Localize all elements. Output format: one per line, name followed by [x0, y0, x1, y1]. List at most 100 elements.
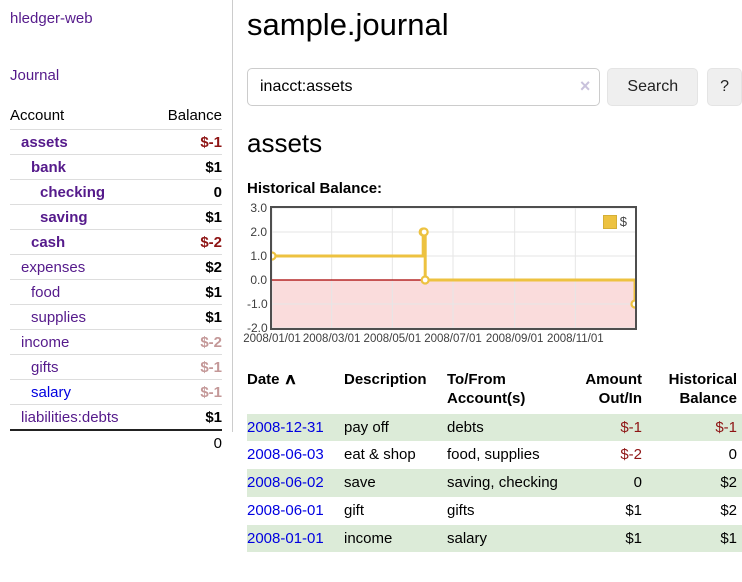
account-row: gifts $-1: [10, 354, 222, 380]
clear-search-icon[interactable]: ×: [579, 75, 591, 96]
account-row: food $1: [10, 279, 222, 305]
transaction-amount: $1: [625, 529, 642, 547]
transaction-date-link[interactable]: 2008-06-01: [247, 501, 324, 519]
transaction-accounts: gifts: [447, 501, 475, 519]
account-balance: $2: [205, 259, 222, 276]
column-header-date[interactable]: Date ∧: [247, 371, 297, 389]
account-balance: $1: [205, 159, 222, 176]
account-link-saving[interactable]: saving: [40, 209, 88, 226]
account-balance: $-2: [200, 334, 222, 351]
account-link-expenses[interactable]: expenses: [21, 259, 86, 276]
account-link-gifts[interactable]: gifts: [31, 359, 59, 376]
legend-swatch-icon: [602, 214, 617, 229]
accounts-total-row: 0: [10, 430, 222, 455]
account-row: bank $1: [10, 154, 222, 180]
account-link-salary[interactable]: salary: [31, 384, 72, 401]
chart-plot-area[interactable]: $: [270, 206, 637, 331]
account-link-cash[interactable]: cash: [31, 234, 66, 251]
y-axis-tick-label: 3.0: [250, 201, 267, 216]
column-header-tofrom: To/From Account(s): [447, 371, 526, 407]
x-axis-tick-label: 2008/07/01: [424, 333, 482, 346]
account-balance: $-1: [200, 384, 222, 401]
transaction-date-link[interactable]: 2008-06-02: [247, 474, 324, 492]
account-heading: assets: [247, 127, 323, 158]
accounts-table: Account Balance assets $-1 bank $1 check…: [10, 105, 222, 455]
account-link-liabilities-debts[interactable]: liabilities:debts: [21, 409, 119, 426]
account-row: salary $-1: [10, 379, 222, 405]
account-row: supplies $1: [10, 304, 222, 330]
x-axis-tick-label: 2008/09/01: [485, 333, 544, 346]
transaction-description: eat & shop: [344, 446, 416, 464]
transaction-accounts: saving, checking: [447, 474, 558, 492]
column-header-balance: Historical Balance: [668, 371, 737, 407]
account-row: checking 0: [10, 179, 222, 205]
transaction-amount: $1: [625, 501, 642, 519]
sidebar-divider: [232, 0, 233, 432]
column-header-amount: Amount Out/In: [585, 371, 642, 407]
sort-ascending-icon: ∧: [283, 371, 297, 389]
transaction-description: income: [344, 529, 393, 547]
transaction-row: 2008-06-03 eat & shop food, supplies $-2…: [247, 441, 742, 469]
x-axis-tick-label: 2008/05/01: [363, 333, 422, 346]
transaction-row: 2008-12-31 pay off debts $-1 $-1: [247, 413, 742, 442]
x-axis-tick-label: 2008/11/01: [546, 333, 604, 346]
transaction-row: 2008-01-01 income salary $1 $1: [247, 524, 742, 553]
account-link-checking[interactable]: checking: [40, 184, 106, 201]
sidebar-item-journal[interactable]: Journal: [10, 67, 60, 84]
accounts-column-balance: Balance: [167, 107, 222, 124]
sidebar: hledger-web Journal Account Balance asse…: [0, 0, 232, 455]
account-row: liabilities:debts $1: [10, 404, 222, 431]
transaction-amount: $-1: [620, 418, 642, 436]
account-row: saving $1: [10, 204, 222, 230]
account-link-bank[interactable]: bank: [31, 159, 67, 176]
transaction-row: 2008-06-02 save saving, checking 0 $2: [247, 469, 742, 497]
account-link-assets[interactable]: assets: [21, 134, 68, 151]
main-content: sample.journal × Search ? assets Histori…: [243, 0, 742, 553]
accounts-column-account: Account: [10, 107, 65, 124]
transaction-description: pay off: [344, 418, 389, 436]
transaction-row: 2008-06-01 gift gifts $1 $2: [247, 497, 742, 525]
account-row: assets $-1: [10, 129, 222, 155]
transaction-balance: $2: [720, 474, 737, 492]
transaction-amount: $-2: [620, 446, 642, 464]
transaction-date-link[interactable]: 2008-01-01: [247, 529, 324, 547]
legend-label: $: [619, 214, 627, 230]
account-balance: $1: [205, 209, 222, 226]
transaction-date-link[interactable]: 2008-06-03: [247, 446, 324, 464]
x-axis-tick-label: 2008/01/01: [243, 333, 301, 346]
account-row: income $-2: [10, 329, 222, 355]
transaction-balance: 0: [728, 446, 737, 464]
account-balance: $1: [205, 284, 222, 301]
transaction-accounts: food, supplies: [447, 446, 540, 464]
column-header-description: Description: [344, 371, 427, 389]
search-input[interactable]: [247, 67, 601, 106]
transaction-accounts: salary: [447, 529, 488, 547]
y-axis-tick-label: 1.0: [250, 249, 267, 264]
account-link-food[interactable]: food: [31, 284, 61, 301]
y-axis-tick-label: 0.0: [250, 273, 267, 288]
account-link-supplies[interactable]: supplies: [31, 309, 87, 326]
account-balance: $1: [205, 409, 222, 426]
account-row: cash $-2: [10, 229, 222, 255]
transaction-balance: $-1: [715, 418, 737, 436]
historical-balance-chart: $ 3.0 2.0 1.0 0.0 -1.0 -2.0 2008/01/01 2008/03/…: [243, 201, 742, 354]
account-row: expenses $2: [10, 254, 222, 280]
account-link-income[interactable]: income: [21, 334, 70, 351]
page-title: sample.journal: [247, 7, 449, 42]
account-balance: $-2: [200, 234, 222, 251]
accounts-total: 0: [213, 435, 222, 452]
account-balance: $-1: [200, 359, 222, 376]
x-axis-tick-label: 2008/03/01: [302, 333, 361, 346]
chart-title: Historical Balance:: [247, 180, 383, 198]
account-balance: $1: [205, 309, 222, 326]
brand-link[interactable]: hledger-web: [10, 10, 93, 27]
transaction-description: gift: [344, 501, 365, 519]
transaction-date-link[interactable]: 2008-12-31: [247, 418, 324, 436]
help-button[interactable]: ?: [707, 67, 742, 106]
account-balance: 0: [213, 184, 222, 201]
search-button[interactable]: Search: [607, 67, 699, 106]
account-balance: $-1: [200, 134, 222, 151]
transaction-accounts: debts: [447, 418, 484, 436]
y-axis-tick-label: 2.0: [250, 225, 267, 240]
search-form: × Search ?: [247, 67, 742, 106]
